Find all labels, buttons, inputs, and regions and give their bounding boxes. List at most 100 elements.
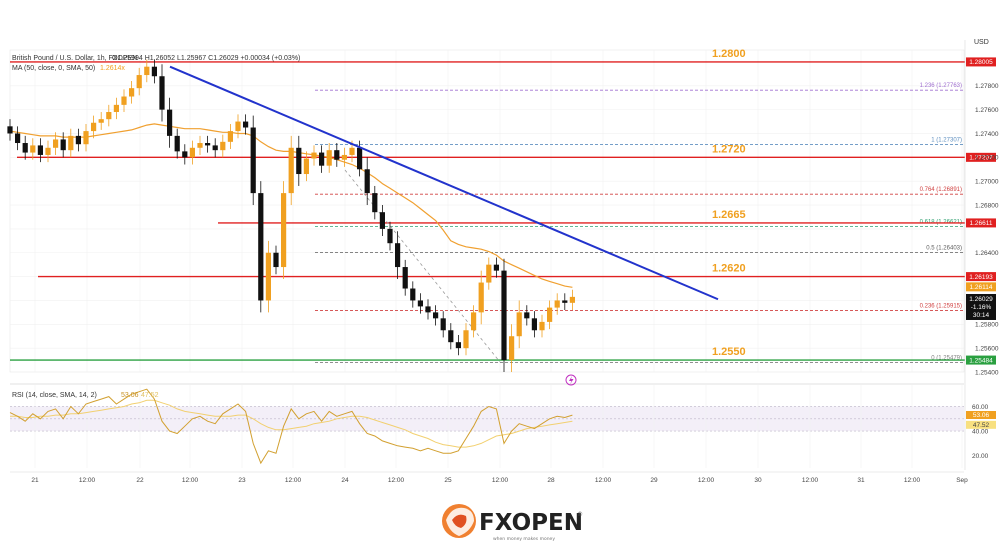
candle: [501, 258, 507, 372]
candle: [440, 311, 446, 338]
candle: [129, 81, 135, 104]
level-label: 1.2620: [712, 263, 746, 275]
candle: [30, 138, 36, 160]
fib-label: 0.5 (1.26403): [926, 245, 962, 251]
rsi-tag: [966, 411, 996, 420]
x-tick-label: 23: [238, 477, 246, 484]
level-price-tag: [966, 152, 996, 162]
candle: [159, 64, 165, 122]
candle: [554, 293, 560, 315]
candle: [417, 293, 423, 314]
y-tick-label: 1.27000: [975, 178, 999, 185]
level-price-tag: [966, 272, 996, 282]
candle: [106, 104, 112, 127]
x-tick-label: 12:00: [388, 477, 405, 484]
candle: [425, 299, 431, 320]
rsi-tick-label: 60.00: [972, 404, 989, 411]
candle: [296, 135, 302, 186]
rsi-label: RSI (14, close, SMA, 14, 2): [12, 392, 97, 399]
ma-value: 1.2614x: [100, 65, 125, 72]
candle: [250, 115, 256, 206]
candle: [334, 143, 340, 167]
current-price: 1.26029: [969, 296, 993, 303]
candle: [433, 305, 439, 326]
candle: [265, 240, 271, 313]
x-tick-label: 12:00: [904, 477, 921, 484]
candle: [562, 293, 568, 310]
candle: [478, 270, 484, 325]
candle: [98, 112, 104, 130]
candle: [243, 114, 249, 135]
candle: [45, 140, 51, 163]
time-axis[interactable]: 21 12:00 22 12:00 23 12:00 24 12:00 25 12:00 28 12:…: [10, 471, 968, 484]
candle: [303, 151, 309, 182]
lion-emblem-icon: [442, 504, 476, 538]
candle: [288, 135, 294, 206]
y-tick-label: 1.27200: [975, 155, 999, 162]
candle: [319, 145, 325, 173]
price-grid: [9, 49, 965, 373]
candle: [235, 114, 241, 139]
candle: [91, 115, 97, 139]
rsi-ma-line: [10, 399, 573, 448]
x-tick-label: 12:00: [802, 477, 819, 484]
candle: [113, 97, 119, 120]
candle: [547, 300, 553, 330]
candle: [7, 119, 13, 141]
rsi-ma-tag: [966, 420, 996, 429]
y-tick-label: 1.26800: [975, 202, 999, 209]
currency-label: USD: [974, 39, 989, 46]
candle: [83, 123, 89, 152]
level-label: 1.2720: [712, 143, 746, 155]
y-tick-label: 1.26400: [975, 250, 999, 257]
candle: [174, 128, 180, 159]
x-tick-label: 12:00: [182, 477, 199, 484]
x-tick-label: 24: [341, 477, 349, 484]
candle: [471, 305, 477, 338]
candle: [37, 138, 43, 163]
x-tick-label: 12:00: [698, 477, 715, 484]
ma-price-tag: [966, 282, 996, 292]
y-tick-label: 1.25400: [975, 369, 999, 376]
lightning-icon[interactable]: [565, 374, 577, 386]
fib-label: 0.236 (1.25915): [920, 304, 962, 310]
descending-trendline[interactable]: [169, 65, 719, 301]
candle: [387, 221, 393, 251]
y-tick-label: 1.25800: [975, 322, 999, 329]
x-tick-label: Sep: [956, 477, 968, 484]
x-tick-label: 25: [444, 477, 452, 484]
svg-text:®: ®: [577, 511, 583, 518]
candle: [121, 89, 127, 113]
candle: [311, 145, 317, 166]
level-price-tag-text: 1.26193: [969, 274, 993, 281]
level-label: 1.2665: [712, 209, 746, 221]
level-label: 1.2800: [712, 48, 746, 60]
candle: [75, 128, 81, 152]
level-price-tag-text: 1.27207: [969, 155, 993, 162]
candle: [539, 314, 545, 338]
fib-label: 1 (1.27307): [931, 138, 962, 144]
fibonacci-levels: 1.236 (1.27763) 1 (1.27307) 0.764 (1.26891…: [315, 83, 965, 363]
candle: [68, 128, 74, 158]
x-tick-label: 12:00: [595, 477, 612, 484]
x-tick-label: 12:00: [79, 477, 96, 484]
rsi-tag-text: 53.06: [973, 412, 990, 419]
price-axis[interactable]: 1.27800 1.27600 1.27400 1.27200 1.27000 1.268…: [964, 40, 999, 470]
x-tick-label: 12:00: [492, 477, 509, 484]
candle: [531, 311, 537, 338]
level-price-tag-text: 1.28005: [969, 59, 993, 66]
candle: [326, 143, 332, 173]
level-price-tag: [966, 355, 996, 365]
candle: [53, 132, 59, 155]
candle: [227, 123, 233, 149]
y-tick-label: 1.25600: [975, 345, 999, 352]
y-tick-label: 1.27600: [975, 107, 999, 114]
candle: [493, 257, 499, 278]
candle: [167, 97, 173, 148]
x-tick-label: 31: [857, 477, 865, 484]
candle: [15, 126, 21, 151]
candle: [189, 140, 195, 165]
candle: [341, 147, 347, 167]
candle: [524, 305, 530, 326]
